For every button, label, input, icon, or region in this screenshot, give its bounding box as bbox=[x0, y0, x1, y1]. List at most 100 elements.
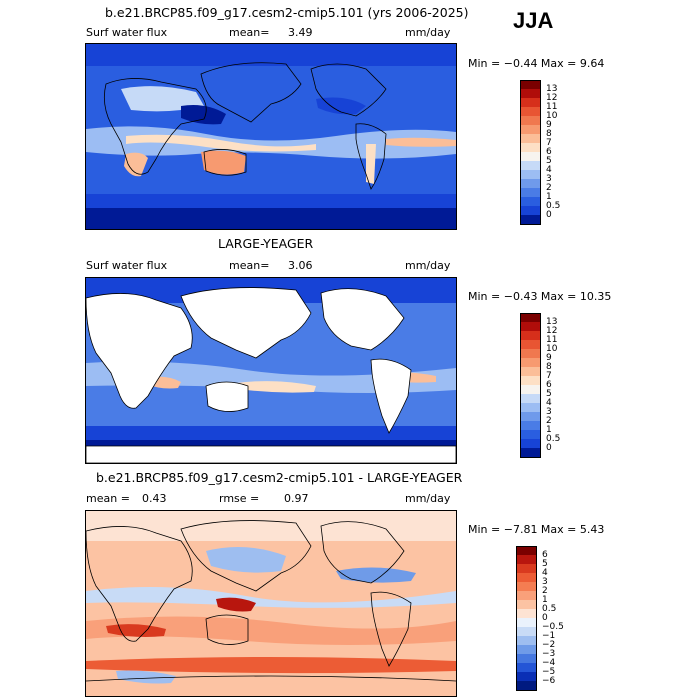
colorbar-tick-label: 10 bbox=[546, 110, 558, 121]
panel3-mean-value: 0.43 bbox=[142, 492, 167, 505]
colorbar-tick-label: 6 bbox=[546, 379, 552, 390]
panel1-title: b.e21.BRCP85.f09_g17.cesm2-cmip5.101 (yr… bbox=[105, 5, 469, 20]
colorbar-tick-label: 13 bbox=[546, 316, 558, 327]
colorbar-swatch bbox=[520, 197, 541, 207]
colorbar-tick-label: 2 bbox=[546, 415, 552, 426]
panel2-colorbar: 13 12 11 10 9 8 7 6 5 4 3 2 1 0.5 0 bbox=[520, 313, 580, 458]
panel2-variable: Surf water flux bbox=[86, 259, 168, 272]
colorbar-swatch bbox=[516, 600, 537, 610]
panel3-title: b.e21.BRCP85.f09_g17.cesm2-cmip5.101 - L… bbox=[96, 470, 463, 485]
colorbar-tick-label: 3 bbox=[542, 576, 548, 587]
panel1-variable: Surf water flux bbox=[86, 26, 168, 39]
colorbar-tick-label: −3 bbox=[542, 648, 556, 659]
colorbar-swatch bbox=[516, 591, 537, 601]
panel2-map bbox=[85, 277, 457, 464]
colorbar-tick-label: 8 bbox=[546, 361, 552, 372]
colorbar-tick-label: 0.5 bbox=[546, 200, 561, 211]
colorbar-tick-label: 4 bbox=[546, 164, 552, 175]
panel1-minmax: Min = −0.44 Max = 9.64 bbox=[468, 57, 605, 70]
panel2-minmax: Min = −0.43 Max = 10.35 bbox=[468, 290, 612, 303]
colorbar-tick-label: 6 bbox=[546, 146, 552, 157]
colorbar-tick-label: 0.5 bbox=[546, 433, 561, 444]
colorbar-swatch bbox=[516, 627, 537, 637]
colorbar-swatch bbox=[520, 430, 541, 440]
colorbar-swatch bbox=[516, 609, 537, 619]
colorbar-swatch bbox=[516, 672, 537, 682]
colorbar-swatch bbox=[516, 546, 537, 556]
colorbar-tick-label: −6 bbox=[542, 675, 556, 686]
colorbar-swatch bbox=[520, 403, 541, 413]
colorbar-swatch bbox=[520, 322, 541, 332]
colorbar-tick-label: 0 bbox=[546, 209, 552, 220]
colorbar-swatch bbox=[520, 107, 541, 117]
colorbar-swatch bbox=[516, 564, 537, 574]
colorbar-tick-label: 0 bbox=[546, 442, 552, 453]
colorbar-tick-label: 5 bbox=[546, 155, 552, 166]
colorbar-swatch bbox=[516, 573, 537, 583]
colorbar-tick-label: −0.5 bbox=[542, 621, 564, 632]
colorbar-tick-label: 7 bbox=[546, 370, 552, 381]
panel1-mean-label: mean= bbox=[229, 26, 270, 39]
colorbar-tick-label: 6 bbox=[542, 549, 548, 560]
colorbar-swatch bbox=[520, 412, 541, 422]
colorbar-swatch bbox=[516, 645, 537, 655]
colorbar-swatch bbox=[520, 134, 541, 144]
colorbar-tick-label: 4 bbox=[542, 567, 548, 578]
colorbar-swatch bbox=[516, 654, 537, 664]
colorbar-tick-label: 12 bbox=[546, 92, 558, 103]
colorbar-tick-label: −1 bbox=[542, 630, 556, 641]
panel3-minmax: Min = −7.81 Max = 5.43 bbox=[468, 523, 605, 536]
colorbar-tick-label: −2 bbox=[542, 639, 556, 650]
colorbar-swatch bbox=[516, 618, 537, 628]
colorbar-tick-label: −4 bbox=[542, 657, 556, 668]
colorbar-swatch bbox=[520, 98, 541, 108]
panel3-mean-label: mean = bbox=[86, 492, 130, 505]
panel2-mean-label: mean= bbox=[229, 259, 270, 272]
panel3-colorbar: 6 5 4 3 2 1 0.5 0 −0.5 −1 −2 −3 −4 −5 −6 bbox=[516, 546, 576, 691]
colorbar-tick-label: 5 bbox=[546, 388, 552, 399]
colorbar-swatch bbox=[520, 215, 541, 225]
colorbar-tick-label: 11 bbox=[546, 334, 558, 345]
colorbar-tick-label: 1 bbox=[546, 424, 552, 435]
colorbar-tick-label: 9 bbox=[546, 352, 552, 363]
colorbar-tick-label: 13 bbox=[546, 83, 558, 94]
colorbar-swatch bbox=[520, 331, 541, 341]
colorbar-swatch bbox=[520, 188, 541, 198]
colorbar-tick-label: 1 bbox=[542, 594, 548, 605]
panel3-rmse-value: 0.97 bbox=[284, 492, 309, 505]
panel2-units: mm/day bbox=[405, 259, 451, 272]
colorbar-swatch bbox=[520, 161, 541, 171]
colorbar-tick-label: 0 bbox=[542, 612, 548, 623]
colorbar-swatch bbox=[520, 439, 541, 449]
colorbar-tick-label: 7 bbox=[546, 137, 552, 148]
colorbar-tick-label: 2 bbox=[542, 585, 548, 596]
colorbar-swatch bbox=[520, 448, 541, 458]
colorbar-tick-label: 11 bbox=[546, 101, 558, 112]
colorbar-tick-label: 5 bbox=[542, 558, 548, 569]
colorbar-swatch bbox=[516, 582, 537, 592]
colorbar-swatch bbox=[520, 125, 541, 135]
colorbar-swatch bbox=[516, 681, 537, 691]
colorbar-swatch bbox=[520, 152, 541, 162]
colorbar-swatch bbox=[520, 313, 541, 323]
season-label: JJA bbox=[513, 8, 554, 33]
colorbar-swatch bbox=[520, 358, 541, 368]
colorbar-tick-label: 3 bbox=[546, 173, 552, 184]
panel1-units: mm/day bbox=[405, 26, 451, 39]
colorbar-swatch bbox=[520, 143, 541, 153]
panel2-title: LARGE-YEAGER bbox=[218, 236, 314, 251]
colorbar-tick-label: 4 bbox=[546, 397, 552, 408]
colorbar-tick-label: 9 bbox=[546, 119, 552, 130]
colorbar-swatch bbox=[520, 421, 541, 431]
colorbar-tick-label: 1 bbox=[546, 191, 552, 202]
colorbar-swatch bbox=[520, 206, 541, 216]
panel3-map bbox=[85, 510, 457, 697]
colorbar-swatch bbox=[520, 80, 541, 90]
colorbar-tick-label: 12 bbox=[546, 325, 558, 336]
panel1-map bbox=[85, 43, 457, 230]
colorbar-swatch bbox=[516, 555, 537, 565]
colorbar-tick-label: 8 bbox=[546, 128, 552, 139]
panel1-colorbar: 13 12 11 10 9 8 7 6 5 4 3 2 1 0.5 0 bbox=[520, 80, 580, 225]
colorbar-tick-label: 10 bbox=[546, 343, 558, 354]
colorbar-swatch bbox=[516, 636, 537, 646]
